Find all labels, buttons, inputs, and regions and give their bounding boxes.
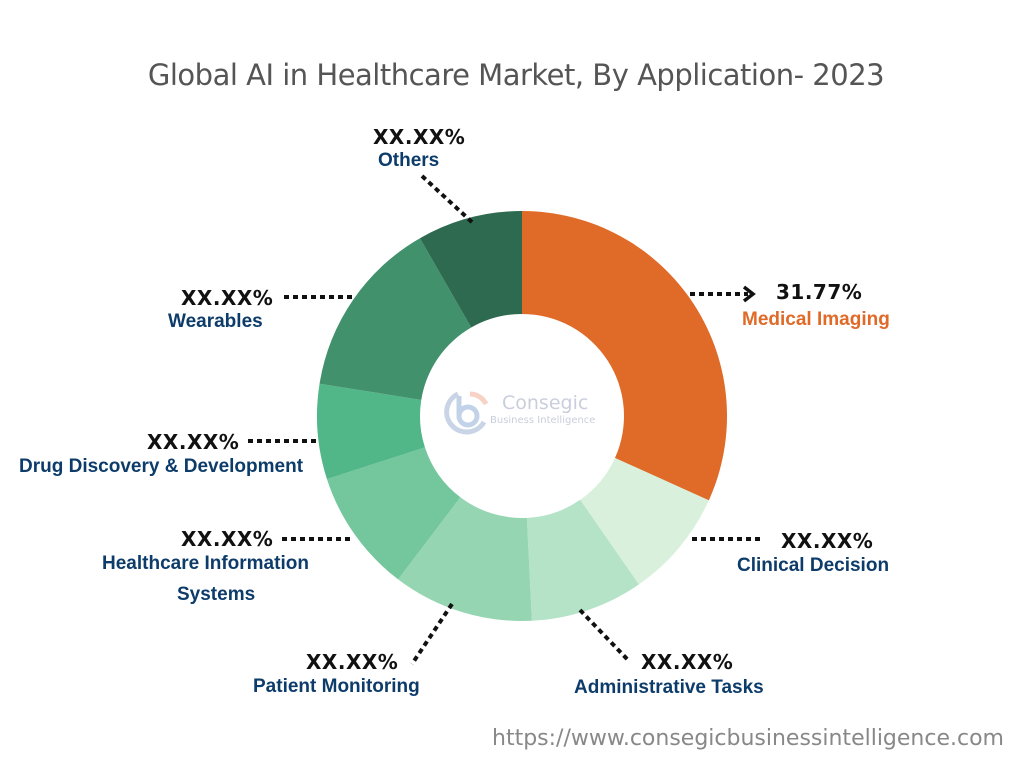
leader-lines: [248, 174, 764, 666]
wearables-label: Wearables: [168, 311, 263, 332]
consegic-logo: Consegic Business Intelligence: [440, 382, 610, 442]
clinical-decision-label: Clinical Decision: [737, 555, 890, 576]
arrow-head-icon: [742, 285, 756, 303]
logo-text-bi: Business Intelligence: [490, 415, 596, 426]
drug-discovery-pct: XX.XX%: [147, 430, 240, 454]
leader-administrative: [578, 608, 630, 662]
slice-healthcare-information-systems: [326, 447, 461, 580]
clinical-decision-pct: XX.XX%: [781, 529, 874, 553]
logo-text-consegic: Consegic: [502, 392, 589, 414]
chart-title: Global AI in Healthcare Market, By Appli…: [147, 58, 885, 92]
slice-others: [419, 211, 522, 328]
healthcare-info-label-line1: Healthcare Information: [102, 553, 309, 574]
leader-others: [420, 174, 476, 226]
drug-discovery-label: Drug Discovery & Development: [19, 456, 304, 477]
healthcare-info-label-line2: Systems: [177, 584, 256, 605]
slice-wearables: [319, 238, 472, 400]
patient-monitoring-label: Patient Monitoring: [253, 676, 420, 697]
wearables-pct: XX.XX%: [181, 286, 274, 310]
others-pct: XX.XX%: [373, 125, 466, 149]
patient-monitoring-pct: XX.XX%: [306, 650, 399, 674]
slice-drug-discovery-development: [317, 383, 425, 480]
leader-patient-monitoring: [410, 602, 454, 666]
medical-imaging-label: Medical Imaging: [742, 309, 890, 330]
donut-slices: [317, 211, 727, 621]
slice-patient-monitoring: [398, 497, 532, 621]
others-label: Others: [378, 150, 440, 171]
slice-administrative-tasks: [526, 499, 639, 621]
administrative-tasks-pct: XX.XX%: [641, 650, 734, 674]
healthcare-info-pct: XX.XX%: [181, 527, 274, 551]
logo-icon: [444, 391, 489, 435]
source-url: https://www.consegicbusinessintelligence…: [492, 726, 1004, 751]
administrative-tasks-label: Administrative Tasks: [574, 677, 764, 698]
slice-clinical-decision: [580, 457, 709, 585]
slice-medical-imaging: [522, 211, 727, 501]
medical-imaging-pct: 31.77%: [776, 280, 863, 304]
